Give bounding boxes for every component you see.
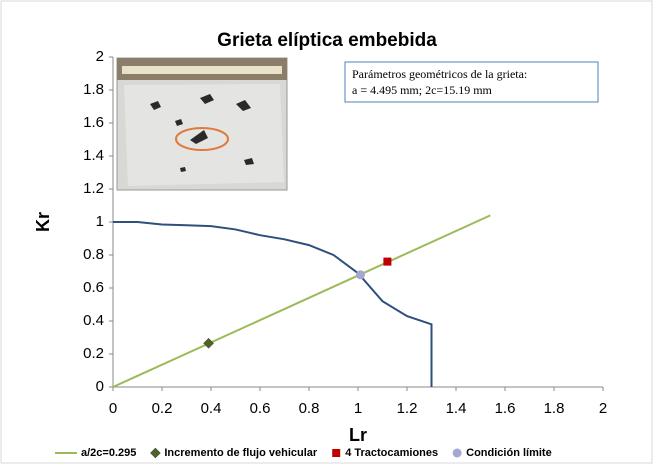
data-line [113,221,433,387]
annotation-box [344,61,599,103]
legend-label: a/2c=0.295 [81,447,136,459]
y-axis-label: Kr [33,212,53,232]
legend-swatch [150,447,161,459]
annotation: Parámetros geométricos de la grieta: [352,67,527,81]
x-tick-label: 1.2 [397,400,418,417]
chart-title: Grieta elíptica embebida [217,30,437,51]
legend-label: Condición límite [466,447,552,459]
x-tick-label: 1.8 [544,400,565,417]
x-tick-label: 1.4 [446,400,467,417]
photo-inset [116,57,288,191]
annotation: a = 4.495 mm; 2c=15.19 mm [352,83,493,97]
y-tick-label: 0.6 [83,279,104,296]
y-tick-label: 0.2 [83,345,104,362]
y-tick-label: 0 [96,378,104,395]
y-tick-label: 0.8 [83,246,104,263]
x-tick-label: 1 [354,400,362,417]
x-axis-label: Lr [349,425,367,445]
x-tick-label: 0 [109,400,117,417]
x-tick-label: 0.6 [250,400,271,417]
x-tick-label: 0.4 [201,400,222,417]
y-tick-label: 1.8 [83,81,104,98]
legend-label: 4 Tractocamiones [345,447,438,459]
y-tick-label: 1 [96,213,104,230]
legend-label: Incremento de flujo vehicular [164,447,318,459]
data-point [355,270,365,280]
data-line [112,214,491,388]
legend-swatch [452,448,462,458]
y-tick-label: 2 [96,48,104,65]
data-point [203,337,214,349]
legend-swatch [332,449,341,457]
x-tick-label: 0.2 [152,400,173,417]
x-tick-label: 1.6 [495,400,516,417]
x-tick-label: 2 [599,400,607,417]
x-tick-label: 0.8 [299,400,320,417]
y-tick-label: 1.4 [83,147,104,164]
y-tick-label: 1.2 [83,180,104,197]
y-tick-label: 1.6 [83,114,104,131]
y-tick-label: 0.4 [83,312,104,329]
data-point [383,257,392,266]
